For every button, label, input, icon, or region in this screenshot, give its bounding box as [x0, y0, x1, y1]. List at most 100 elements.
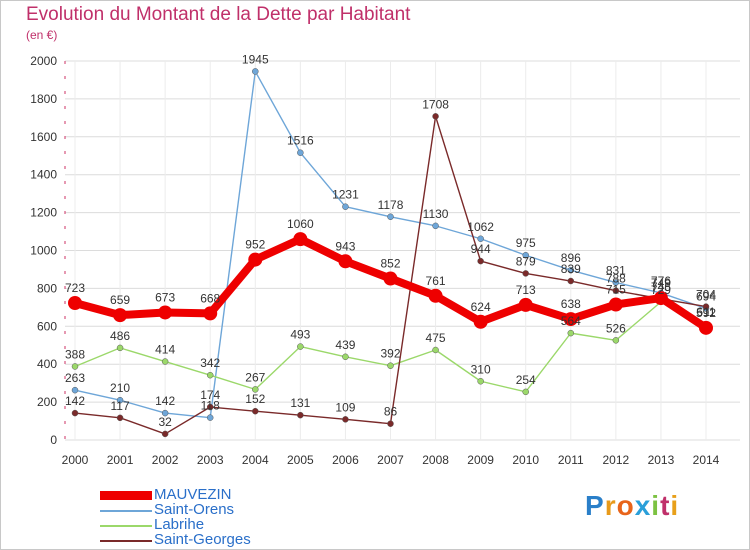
- data-point: [297, 149, 304, 156]
- data-label: 117: [111, 399, 130, 413]
- data-label: 668: [200, 291, 220, 305]
- data-point: [71, 386, 79, 394]
- series-line: [389, 115, 707, 424]
- data-point: [342, 416, 349, 423]
- y-tick-label: 1200: [30, 206, 57, 220]
- y-tick-label: 800: [37, 281, 57, 295]
- data-point: [612, 279, 620, 286]
- data-label: 1945: [242, 52, 269, 66]
- x-tick-label: 2008: [422, 453, 449, 467]
- data-label: 142: [155, 394, 175, 408]
- y-tick-label: 2000: [30, 54, 57, 68]
- legend-label: Labrihe: [154, 516, 205, 533]
- data-point: [116, 344, 124, 352]
- legend-swatch: [100, 510, 152, 512]
- x-tick-label: 2014: [693, 453, 720, 467]
- data-label: 943: [335, 239, 355, 253]
- legend-label: MAUVEZIN: [154, 486, 232, 503]
- x-tick-label: 2002: [152, 453, 179, 467]
- data-label: 592: [696, 306, 716, 320]
- proxiti-logo: Proxiti: [585, 490, 680, 521]
- data-point: [612, 287, 620, 294]
- data-label: 526: [606, 321, 626, 335]
- data-label: 624: [471, 300, 491, 314]
- data-label: 1708: [422, 97, 449, 111]
- data-point: [608, 297, 623, 312]
- x-tick-label: 2009: [467, 453, 494, 467]
- data-point: [563, 312, 578, 327]
- data-point: [161, 409, 169, 417]
- data-labels: 263 210 142 118 1945 1516 1231 1178 1130 1062 975 8…: [65, 52, 716, 429]
- data-point: [252, 407, 259, 415]
- data-label: 729: [651, 283, 671, 297]
- data-point: [432, 346, 439, 354]
- data-point: [248, 252, 263, 267]
- data-label: 388: [65, 347, 85, 361]
- data-point: [567, 266, 575, 274]
- data-label: 118: [201, 399, 220, 413]
- y-tick-label: 600: [37, 319, 57, 333]
- data-label: 1060: [287, 217, 314, 231]
- data-label: 131: [290, 396, 310, 410]
- data-point: [473, 314, 488, 329]
- data-label: 109: [335, 400, 355, 414]
- data-point: [567, 329, 575, 337]
- data-label: 952: [245, 238, 265, 252]
- data-label: 342: [200, 356, 220, 370]
- data-point: [477, 257, 484, 265]
- data-label: 439: [335, 338, 355, 352]
- y-tick-label: 1800: [30, 92, 57, 106]
- data-label: 1062: [467, 220, 494, 234]
- data-point: [161, 430, 169, 438]
- data-point: [203, 306, 218, 321]
- series-line: [209, 70, 707, 418]
- data-label: 86: [384, 405, 398, 419]
- legend-swatch: [100, 540, 152, 542]
- data-point: [432, 113, 439, 120]
- data-point: [699, 320, 713, 335]
- data-point: [567, 277, 575, 285]
- data-point: [297, 343, 304, 350]
- data-point: [206, 414, 214, 421]
- data-point: [338, 254, 353, 269]
- data-label: 704: [696, 288, 716, 302]
- data-label: 723: [65, 281, 85, 295]
- data-point: [161, 358, 169, 365]
- series-line: [74, 389, 211, 419]
- data-label: 486: [110, 329, 130, 343]
- data-point: [428, 288, 443, 303]
- data-label: 879: [516, 254, 536, 268]
- data-point: [342, 353, 349, 361]
- data-point: [518, 297, 533, 312]
- axes: 0 200 400 600 800 1000 1200 1400 1600 1800 2000 200…: [30, 54, 719, 467]
- data-point: [206, 371, 214, 379]
- y-tick-label: 400: [37, 357, 57, 371]
- data-label: 776: [651, 274, 671, 288]
- data-label: 611: [696, 305, 715, 319]
- data-label: 564: [561, 314, 581, 328]
- grid: [65, 60, 740, 441]
- data-label: 975: [516, 236, 536, 250]
- data-label: 749: [651, 276, 671, 290]
- data-label: 713: [516, 283, 536, 297]
- x-tick-label: 2001: [107, 453, 134, 467]
- data-label: 788: [606, 272, 626, 286]
- data-point: [477, 378, 484, 385]
- series-line: [74, 406, 391, 435]
- x-tick-label: 2011: [558, 453, 584, 467]
- x-tick-label: 2004: [242, 453, 269, 467]
- x-tick-label: 2003: [197, 453, 224, 467]
- data-point: [116, 396, 124, 404]
- x-tick-label: 2005: [287, 453, 314, 467]
- legend-label: Saint-Orens: [154, 501, 235, 518]
- data-point: [68, 295, 82, 310]
- data-label: 493: [290, 328, 310, 342]
- data-label: 839: [561, 262, 581, 276]
- x-tick-label: 2013: [648, 453, 675, 467]
- data-point: [71, 363, 79, 370]
- x-tick-label: 2000: [62, 453, 89, 467]
- data-label: 32: [158, 415, 172, 429]
- x-tick-label: 2012: [603, 453, 630, 467]
- data-label: 831: [606, 264, 626, 278]
